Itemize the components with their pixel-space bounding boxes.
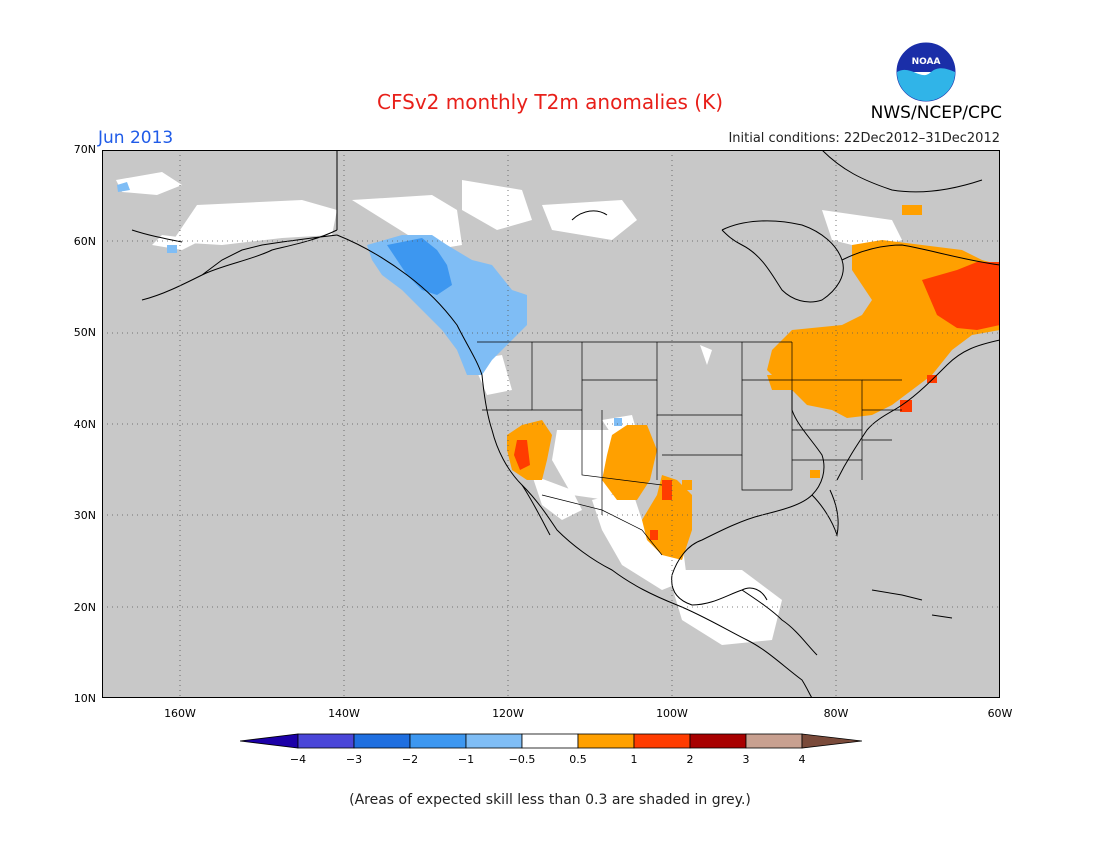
colorbar-label: −0.5 — [508, 753, 536, 766]
lat-label-50n: 50N — [73, 326, 96, 339]
near-normal-regions — [116, 172, 912, 645]
map-title: CFSv2 monthly T2m anomalies (K) — [377, 90, 723, 114]
warm-anomalies — [507, 205, 1000, 560]
colorbar-label: −2 — [401, 753, 419, 766]
lon-label-80w: 80W — [823, 707, 849, 720]
colorbar-label: −4 — [289, 753, 307, 766]
colorbar-label: 2 — [686, 753, 694, 766]
colorbar-bin — [409, 733, 467, 749]
colorbar-label: −1 — [457, 753, 475, 766]
political-boundaries — [477, 341, 902, 556]
lat-label-40n: 40N — [73, 418, 96, 431]
colorbar-bin — [521, 733, 579, 749]
colorbar-bin — [465, 733, 523, 749]
colorbar-label: 3 — [742, 753, 750, 766]
lat-label-60n: 60N — [73, 235, 96, 248]
lat-label-30n: 30N — [73, 509, 96, 522]
colorbar-label: −3 — [345, 753, 363, 766]
lon-label-140w: 140W — [328, 707, 360, 720]
anomaly-map — [102, 150, 1000, 698]
colorbar-bin — [689, 733, 747, 749]
colorbar-bin — [745, 733, 803, 749]
initial-conditions: Initial conditions: 22Dec2012–31Dec2012 — [728, 131, 1000, 146]
colorbar-arrow-left — [240, 733, 299, 749]
noaa-logo-text: NOAA — [912, 57, 941, 67]
colorbar-bin — [297, 733, 355, 749]
colorbar-bin — [353, 733, 411, 749]
colorbar-label: 0.5 — [569, 753, 587, 766]
lat-label-70n: 70N — [73, 143, 96, 156]
coastlines — [131, 150, 1000, 698]
lon-label-100w: 100W — [656, 707, 688, 720]
noaa-logo: NOAA — [896, 42, 956, 102]
cold-anomalies — [117, 182, 622, 426]
skill-footnote: (Areas of expected skill less than 0.3 a… — [349, 792, 751, 808]
colorbar-label: 1 — [630, 753, 638, 766]
lat-label-20n: 20N — [73, 601, 96, 614]
colorbar-bin — [577, 733, 635, 749]
colorbar-bin — [633, 733, 691, 749]
forecast-month: Jun 2013 — [98, 128, 174, 148]
lon-label-120w: 120W — [492, 707, 524, 720]
colorbar-label: 4 — [798, 753, 806, 766]
colorbar-arrow-right — [801, 733, 862, 749]
lon-label-60w: 60W — [987, 707, 1013, 720]
colorbar — [240, 733, 862, 749]
lat-label-10n: 10N — [73, 692, 96, 705]
lon-label-160w: 160W — [164, 707, 196, 720]
agency-label: NWS/NCEP/CPC — [870, 103, 1002, 123]
